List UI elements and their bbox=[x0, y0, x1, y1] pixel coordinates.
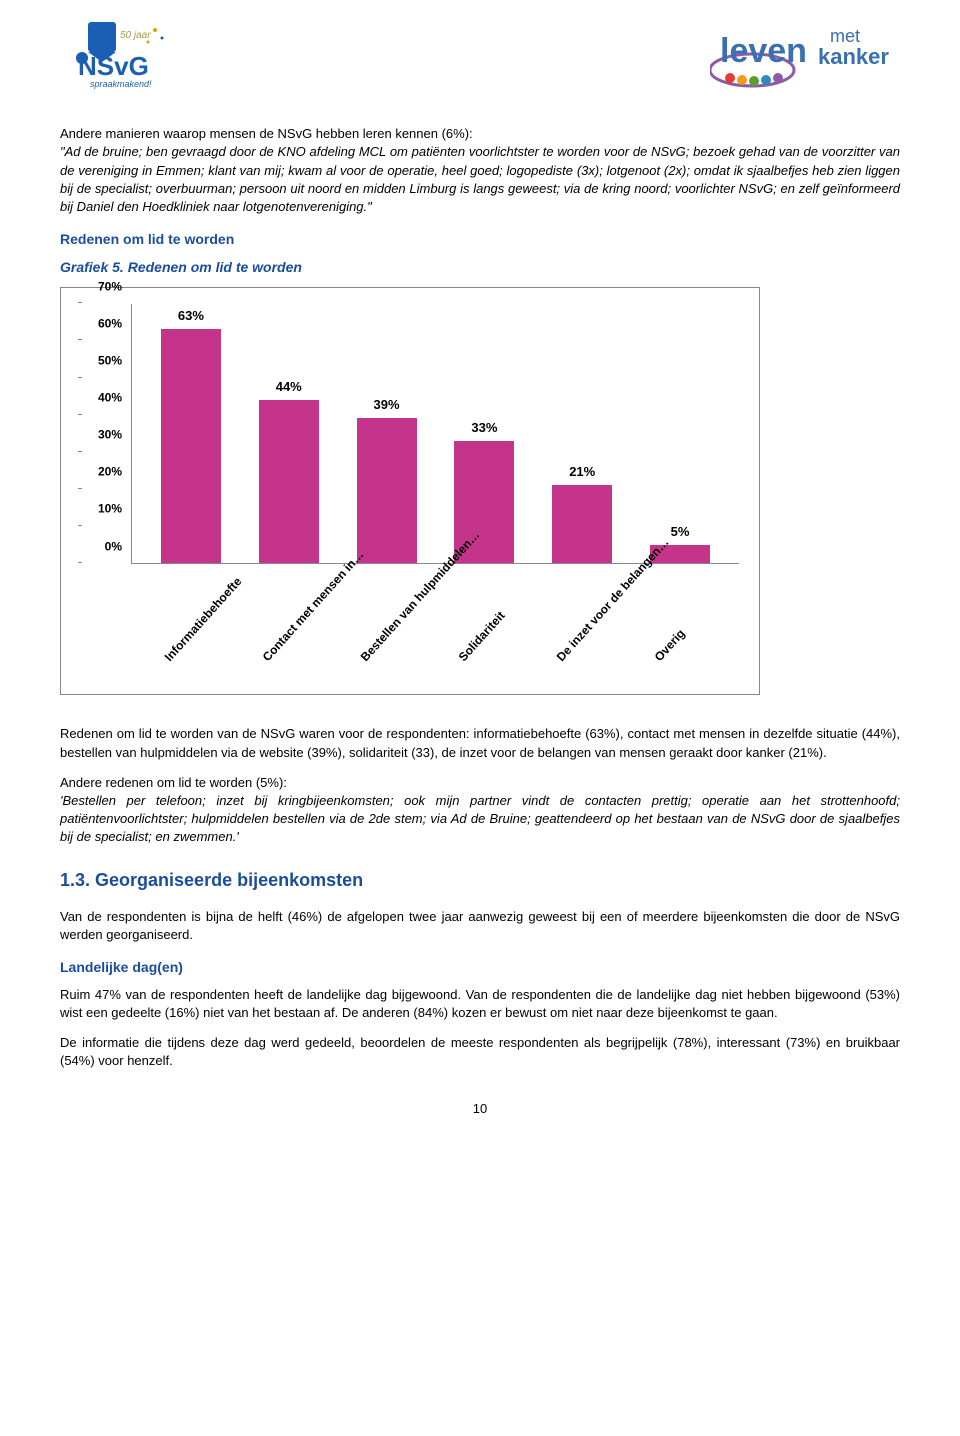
x-axis-label: Overig bbox=[651, 626, 689, 665]
logo-nsvg: 50 jaar NSvG spraakmakend! bbox=[60, 20, 200, 95]
svg-text:kanker: kanker bbox=[818, 44, 889, 69]
svg-text:spraakmakend!: spraakmakend! bbox=[90, 79, 152, 89]
bar-value-label: 33% bbox=[471, 419, 497, 437]
bar-value-label: 5% bbox=[671, 523, 690, 541]
bar bbox=[552, 485, 612, 563]
para-6: De informatie die tijdens deze dag werd … bbox=[60, 1034, 900, 1070]
x-axis-label: Solidariteit bbox=[455, 608, 509, 665]
bar-slot: 39% bbox=[338, 304, 436, 563]
heading-redenen: Redenen om lid te worden bbox=[60, 230, 900, 250]
bar-value-label: 63% bbox=[178, 307, 204, 325]
y-tick-label: 0% bbox=[105, 538, 122, 555]
bar-slot: 5% bbox=[631, 304, 729, 563]
svg-text:met: met bbox=[830, 26, 860, 46]
bar-slot: 63% bbox=[142, 304, 240, 563]
bar-slot: 21% bbox=[533, 304, 631, 563]
bar bbox=[259, 400, 319, 563]
p3-intro: Andere redenen om lid te worden (5%): bbox=[60, 775, 287, 790]
chart-bars: 63% 44% 39% 33% 21% 5% bbox=[132, 304, 739, 563]
para-5: Ruim 47% van de respondenten heeft de la… bbox=[60, 986, 900, 1022]
page-number: 10 bbox=[60, 1100, 900, 1118]
header-logos: 50 jaar NSvG spraakmakend! leven met kan… bbox=[60, 20, 900, 95]
bar-value-label: 21% bbox=[569, 463, 595, 481]
para-4: Van de respondenten is bijna de helft (4… bbox=[60, 908, 900, 944]
heading-landelijke: Landelijke dag(en) bbox=[60, 958, 900, 978]
y-tick-label: 50% bbox=[98, 352, 122, 369]
svg-text:50 jaar: 50 jaar bbox=[120, 30, 151, 41]
chart-x-labels: InformatiebehoefteContact met mensen in…… bbox=[131, 564, 739, 684]
y-tick-label: 70% bbox=[98, 278, 122, 295]
heading-grafiek5: Grafiek 5. Redenen om lid te worden bbox=[60, 258, 900, 278]
bar bbox=[357, 418, 417, 563]
bar-slot: 44% bbox=[240, 304, 338, 563]
p1-intro: Andere manieren waarop mensen de NSvG he… bbox=[60, 126, 473, 141]
y-tick-label: 40% bbox=[98, 390, 122, 407]
svg-text:NSvG: NSvG bbox=[78, 51, 149, 81]
para-intro-1: Andere manieren waarop mensen de NSvG he… bbox=[60, 125, 900, 216]
bar-slot: 33% bbox=[435, 304, 533, 563]
y-tick-label: 10% bbox=[98, 501, 122, 518]
logo-leven-met-kanker: leven met kanker bbox=[710, 20, 900, 95]
y-tick-label: 60% bbox=[98, 315, 122, 332]
heading-section-1-3: 1.3. Georganiseerde bijeenkomsten bbox=[60, 868, 900, 893]
para-3: Andere redenen om lid te worden (5%): 'B… bbox=[60, 774, 900, 847]
p1-quote: "Ad de bruine; ben gevraagd door de KNO … bbox=[60, 144, 900, 214]
y-tick-label: 20% bbox=[98, 464, 122, 481]
bar-value-label: 39% bbox=[374, 396, 400, 414]
chart-y-axis: 0%10%20%30%40%50%60%70% bbox=[82, 304, 127, 563]
bar bbox=[161, 329, 221, 563]
p3-quote: 'Bestellen per telefoon; inzet bij kring… bbox=[60, 793, 900, 844]
svg-text:leven: leven bbox=[720, 32, 807, 70]
chart-plot-area: 0%10%20%30%40%50%60%70% 63%44%39%33%21%5… bbox=[131, 304, 739, 564]
y-tick-label: 30% bbox=[98, 427, 122, 444]
x-axis-label: Informatiebehoefte bbox=[161, 574, 246, 666]
para-2: Redenen om lid te worden van de NSvG war… bbox=[60, 725, 900, 761]
bar-value-label: 44% bbox=[276, 378, 302, 396]
chart-redenen: 0%10%20%30%40%50%60%70% 63%44%39%33%21%5… bbox=[60, 287, 760, 695]
